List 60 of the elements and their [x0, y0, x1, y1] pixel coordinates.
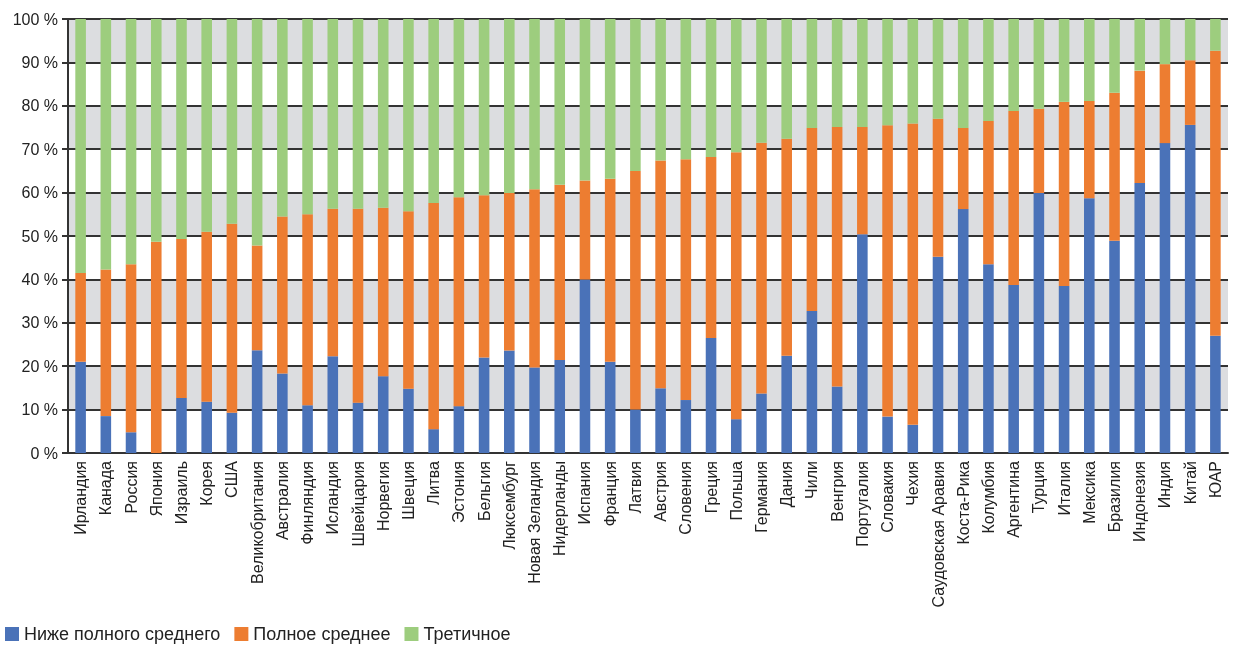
- x-tick-label: Финляндия: [299, 461, 317, 545]
- x-tick-label: Коста-Рика: [954, 460, 972, 545]
- x-tick-label: Дания: [778, 461, 796, 508]
- x-tick-label: Польша: [727, 460, 745, 521]
- x-tick-label: Турция: [1030, 461, 1048, 514]
- x-tick-label: Новая Зеландия: [526, 461, 544, 584]
- y-tick-label: 100 %: [12, 10, 58, 28]
- x-tick-label: Чехия: [904, 461, 922, 506]
- y-tick-label: 10 %: [21, 401, 58, 419]
- y-tick-label: 0 %: [30, 444, 58, 462]
- x-tick-label: Исландия: [324, 461, 342, 535]
- y-tick-label: 60 %: [21, 184, 58, 202]
- y-tick-label: 90 %: [21, 53, 58, 71]
- x-tick-label: Швеция: [399, 461, 417, 520]
- x-tick-label: Норвегия: [374, 461, 392, 532]
- x-tick-label: Великобритания: [248, 461, 266, 584]
- y-tick-label: 80 %: [21, 97, 58, 115]
- x-tick-label: Колумбия: [979, 461, 997, 534]
- x-tick-label: Мексика: [1080, 460, 1098, 524]
- x-tick-label: ЮАР: [1206, 461, 1224, 498]
- y-tick-label: 30 %: [21, 314, 58, 332]
- x-tick-label: Греция: [702, 461, 720, 514]
- x-tick-label: Италия: [1055, 461, 1073, 516]
- x-tick-label: Венгрия: [828, 461, 846, 522]
- x-tick-label: Индонезия: [1131, 461, 1149, 542]
- x-tick-label: Япония: [147, 461, 165, 517]
- x-tick-label: Индия: [1156, 461, 1174, 509]
- x-tick-label: Бразилия: [1106, 461, 1124, 533]
- x-tick-label: Нидерланды: [551, 461, 569, 556]
- y-tick-label: 40 %: [21, 270, 58, 288]
- x-tick-label: Латвия: [626, 461, 644, 514]
- legend-label: Полное среднее: [253, 624, 391, 644]
- x-tick-label: Словения: [677, 461, 695, 535]
- legend-label: Третичное: [423, 624, 511, 644]
- x-tick-label: Франция: [601, 461, 619, 527]
- x-tick-label: Китай: [1181, 461, 1199, 505]
- x-tick-label: Россия: [122, 461, 140, 514]
- x-tick-label: США: [223, 460, 241, 498]
- x-tick-label: Германия: [752, 461, 770, 533]
- x-tick-label: Бельгия: [475, 461, 493, 521]
- x-tick-label: Канада: [97, 460, 115, 516]
- x-tick-label: Израиль: [172, 461, 190, 525]
- y-tick-label: 50 %: [21, 227, 58, 245]
- x-tick-label: Австрия: [652, 461, 670, 522]
- x-tick-label: Корея: [198, 461, 216, 506]
- legend-label: Ниже полного среднего: [24, 624, 221, 644]
- x-tick-label: Саудовская Аравия: [929, 461, 947, 608]
- x-tick-label: Чили: [803, 461, 821, 499]
- x-tick-label: Испания: [576, 461, 594, 525]
- x-tick-label: Литва: [425, 460, 443, 505]
- x-tick-label: Словакия: [879, 461, 897, 533]
- x-tick-label: Аргентина: [1005, 460, 1023, 538]
- x-tick-label: Португалия: [853, 461, 871, 547]
- x-tick-label: Люксембург: [500, 460, 518, 550]
- y-tick-label: 70 %: [21, 140, 58, 158]
- x-tick-label: Ирландия: [72, 461, 90, 535]
- x-tick-label: Эстония: [450, 461, 468, 523]
- x-tick-label: Швейцария: [349, 461, 367, 547]
- x-tick-label: Австралия: [273, 461, 291, 541]
- y-tick-label: 20 %: [21, 357, 58, 375]
